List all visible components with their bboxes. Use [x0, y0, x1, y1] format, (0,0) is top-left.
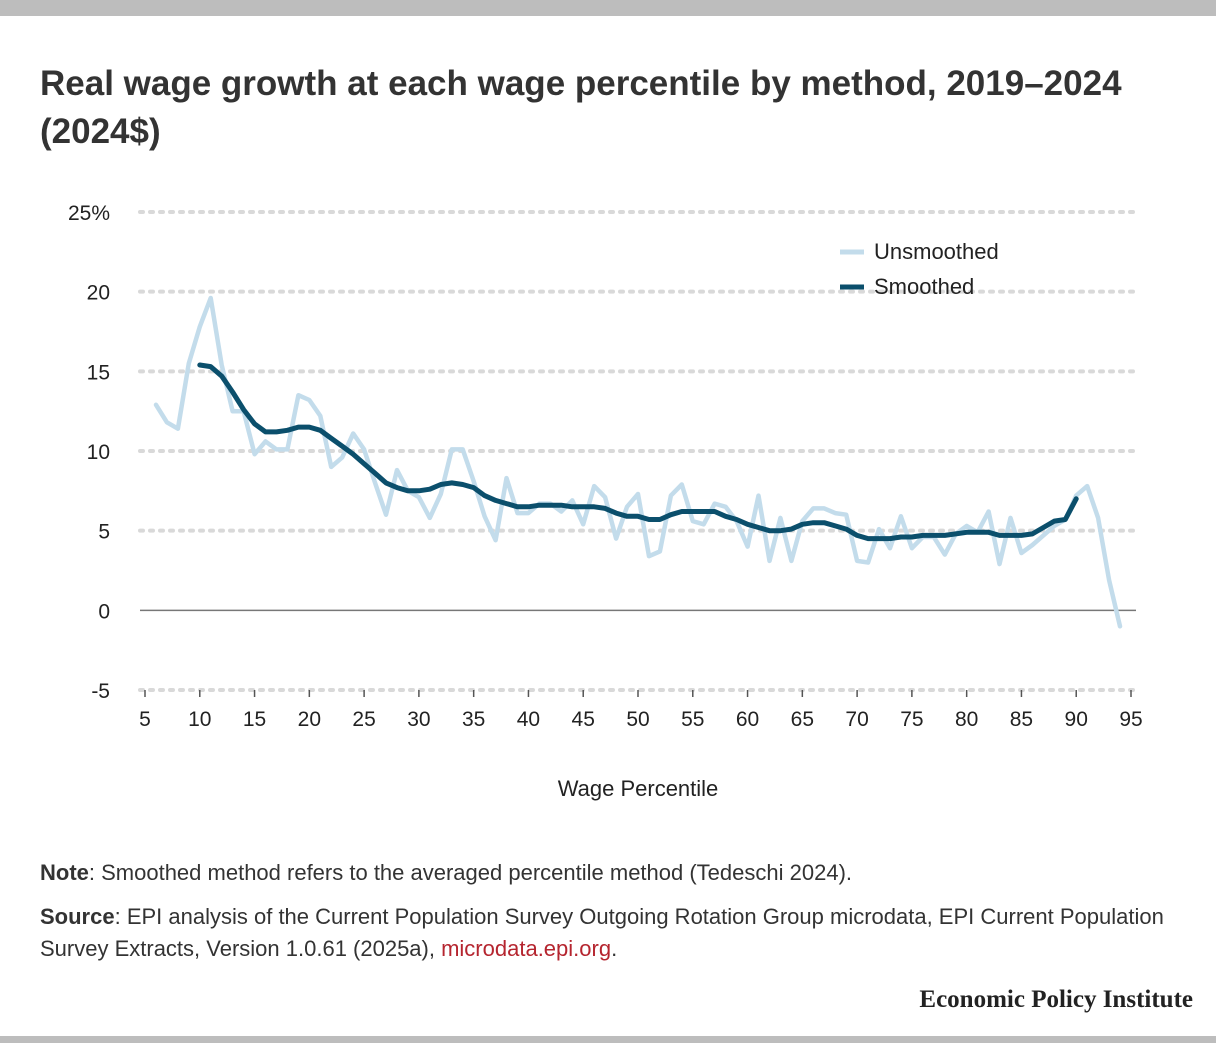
x-tick-label: 70	[845, 708, 868, 731]
series-unsmoothed-line	[153, 295, 1123, 629]
top-border	[0, 0, 1216, 16]
x-tick-label: 80	[955, 708, 978, 731]
x-tick-label: 15	[243, 708, 266, 731]
source-link[interactable]: microdata.epi.org	[441, 936, 612, 961]
y-tick-label: 5	[98, 521, 110, 544]
note-line: Note: Smoothed method refers to the aver…	[40, 857, 1190, 889]
x-tick-label: 5	[139, 708, 151, 731]
series	[153, 295, 1123, 629]
y-tick-label: 20	[87, 282, 110, 305]
x-tick-label: 30	[407, 708, 430, 731]
source-line: Source: EPI analysis of the Current Popu…	[40, 901, 1190, 965]
source-end: .	[611, 936, 618, 961]
brand-logo-text: Economic Policy Institute	[919, 986, 1193, 1013]
y-tick-label: -5	[91, 680, 110, 703]
x-tick-label: 85	[1010, 708, 1033, 731]
gridlines	[138, 210, 1138, 692]
x-tick-label: 55	[681, 708, 704, 731]
y-tick-label: 0	[98, 600, 110, 623]
note-text: : Smoothed method refers to the averaged…	[88, 860, 853, 885]
y-axis: 25% 20 15 10 5 0 -5	[68, 202, 110, 703]
x-tick-label: 10	[188, 708, 211, 731]
source-text: : EPI analysis of the Current Population…	[40, 904, 1164, 961]
y-tick-label: 15	[87, 361, 110, 384]
x-tick-label: 65	[791, 708, 814, 731]
chart-title: Real wage growth at each wage percentile…	[40, 64, 1122, 151]
note-label: Note	[40, 860, 89, 885]
y-tick-label: 25%	[68, 202, 110, 225]
x-tick-label: 40	[517, 708, 540, 731]
legend-label-smoothed: Smoothed	[874, 274, 974, 299]
x-tick-label: 60	[736, 708, 759, 731]
x-tick-label: 25	[352, 708, 375, 731]
x-tick-label: 90	[1065, 708, 1088, 731]
x-tick-label: 75	[900, 708, 923, 731]
y-tick-label: 10	[87, 441, 110, 464]
x-tick-label: 45	[572, 708, 595, 731]
x-tick-label: 35	[462, 708, 485, 731]
series-smoothed-line	[197, 362, 1079, 542]
x-axis: 5 10 15 20 25 30 35 40 45 50 55 60 65 70 75 80 85 90 95	[139, 690, 1143, 731]
bottom-border	[0, 1036, 1216, 1043]
legend: Unsmoothed Smoothed	[840, 239, 999, 299]
notes: Note: Smoothed method refers to the aver…	[40, 857, 1190, 977]
x-tick-label: 50	[626, 708, 649, 731]
x-axis-label: Wage Percentile	[558, 776, 719, 801]
source-label: Source	[40, 904, 115, 929]
x-tick-label: 20	[298, 708, 321, 731]
x-tick-label: 95	[1119, 708, 1142, 731]
legend-label-unsmoothed: Unsmoothed	[874, 239, 999, 264]
